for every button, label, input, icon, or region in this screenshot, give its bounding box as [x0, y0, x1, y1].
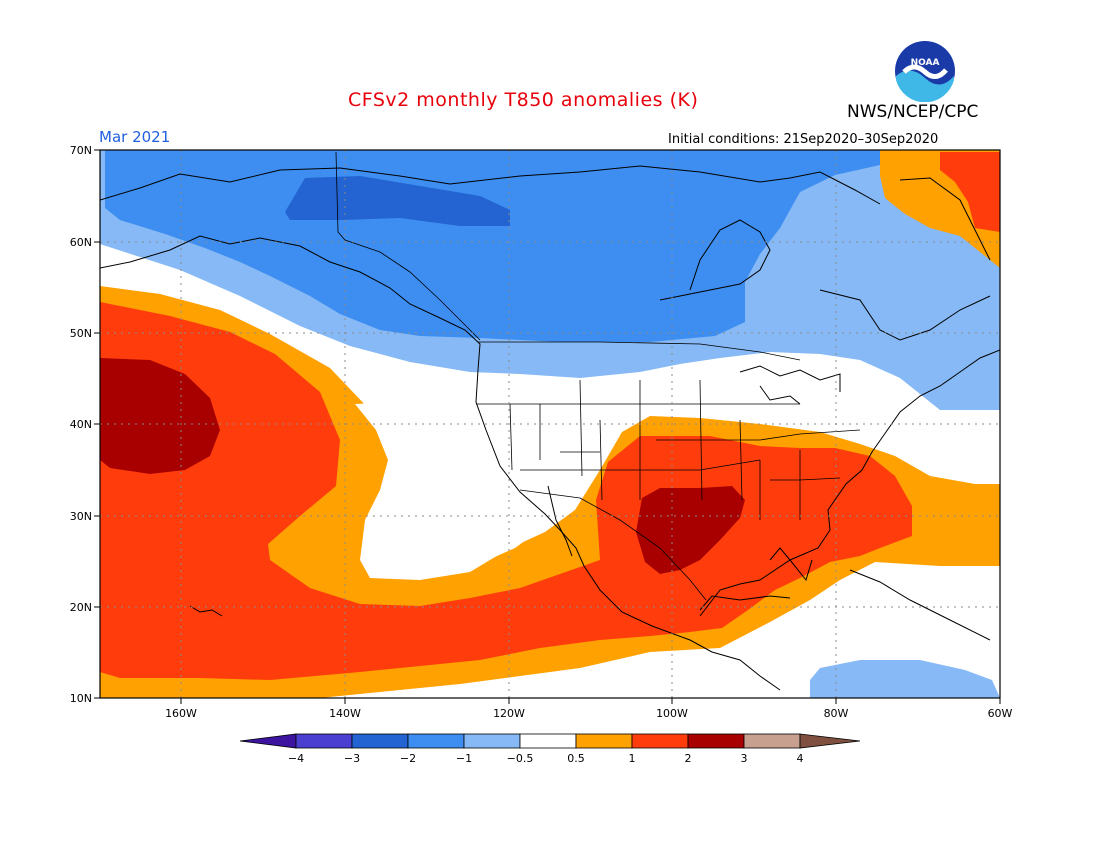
lon-label: 120W: [493, 707, 525, 720]
lat-label: 50N: [70, 327, 92, 340]
colorbar-cell: [799, 733, 861, 749]
lat-label: 70N: [70, 144, 92, 157]
forecast-month: Mar 2021: [99, 128, 171, 146]
lon-label: 80W: [824, 707, 849, 720]
colorbar-cell: [351, 733, 409, 749]
coastlines: [100, 165, 1000, 691]
lat-label: 10N: [70, 692, 92, 705]
colorbar-tick: 1: [629, 752, 636, 765]
lon-label: 160W: [165, 707, 197, 720]
colorbar: [239, 733, 861, 749]
colorbar-cell: [239, 733, 297, 749]
colorbar-cell: [295, 733, 353, 749]
colorbar-cell: [687, 733, 745, 749]
agency-label: NWS/NCEP/CPC: [847, 102, 979, 122]
lon-label: 100W: [656, 707, 688, 720]
colorbar-tick: 3: [741, 752, 748, 765]
initial-conditions: Initial conditions: 21Sep2020–30Sep2020: [668, 132, 939, 147]
colorbar-cell: [407, 733, 465, 749]
colorbar-tick: −0.5: [507, 752, 534, 765]
colorbar-cell: [743, 733, 801, 749]
lat-label: 20N: [70, 601, 92, 614]
anomaly-light-blue-south: [810, 660, 1000, 698]
lon-label: 60W: [988, 707, 1013, 720]
lat-label: 40N: [70, 418, 92, 431]
colorbar-tick: 2: [685, 752, 692, 765]
map-title: CFSv2 monthly T850 anomalies (K): [348, 89, 699, 111]
anomaly-dark-blue: [285, 176, 510, 226]
lat-label: 30N: [70, 510, 92, 523]
anomaly-fields: [100, 150, 1000, 698]
colorbar-tick: −2: [400, 752, 416, 765]
colorbar-cell: [575, 733, 633, 749]
anomaly-red-northeast: [940, 152, 1000, 232]
anomaly-white-baja: [355, 402, 545, 578]
colorbar-tick: −3: [344, 752, 360, 765]
colorbar-cell: [631, 733, 689, 749]
lat-label: 60N: [70, 236, 92, 249]
noaa-logo-text: NOAA: [911, 58, 940, 68]
colorbar-tick: 0.5: [567, 752, 585, 765]
colorbar-tick: −4: [288, 752, 304, 765]
gridlines: [100, 150, 1000, 698]
anomaly-darkred-pacific: [100, 358, 220, 474]
colorbar-tick: −1: [456, 752, 472, 765]
noaa-logo-icon: NOAA: [895, 41, 955, 102]
colorbar-tick: 4: [797, 752, 804, 765]
anomaly-red-main: [100, 302, 912, 680]
borders: [335, 151, 861, 601]
ticks: [94, 149, 1001, 704]
lon-label: 140W: [329, 707, 361, 720]
colorbar-cell: [463, 733, 521, 749]
colorbar-cell: [519, 733, 577, 749]
